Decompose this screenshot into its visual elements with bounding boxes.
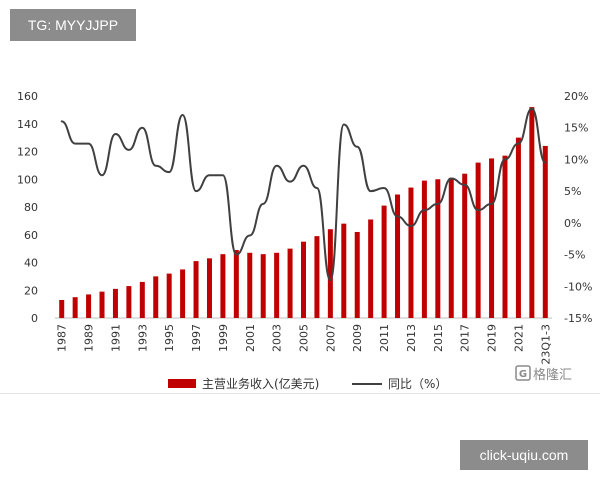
bar	[86, 294, 92, 318]
legend-swatch-bar	[168, 379, 196, 388]
y-right-tick-label: -15%	[564, 312, 592, 325]
bar	[233, 250, 239, 318]
x-tick-label: 2021	[512, 324, 525, 352]
x-tick-label: 2011	[378, 324, 391, 352]
bar	[180, 269, 186, 318]
y-left-tick-label: 0	[31, 312, 38, 325]
y-left-tick-label: 140	[17, 118, 38, 131]
series-line-yoy	[60, 107, 547, 281]
bar	[475, 162, 481, 318]
y-left-tick-label: 80	[24, 201, 38, 214]
bar	[448, 177, 454, 318]
bar	[72, 297, 78, 318]
bar	[542, 145, 548, 318]
x-tick-label: 1997	[190, 324, 203, 352]
x-tick-label: 1991	[109, 324, 122, 352]
bar	[274, 252, 280, 318]
y-left-tick-label: 100	[17, 173, 38, 186]
y-left-tick-label: 40	[24, 257, 38, 270]
bar	[206, 258, 212, 318]
bar	[193, 261, 199, 318]
y-right-tick-label: 10%	[564, 153, 588, 166]
bar	[435, 179, 441, 318]
bar	[314, 236, 320, 318]
watermark-badge-top: TG: MYYJJPP	[10, 9, 136, 41]
x-tick-label: 2009	[351, 324, 364, 352]
watermark-badge-bottom: click-uqiu.com	[460, 440, 588, 470]
x-tick-label: 1993	[136, 324, 149, 352]
svg-text:G: G	[519, 369, 527, 380]
x-tick-label: 2017	[459, 324, 472, 352]
x-tick-label: 2005	[298, 324, 311, 352]
bar	[166, 273, 172, 318]
y-left-tick-label: 120	[17, 146, 38, 159]
x-tick-label: 1999	[217, 324, 230, 352]
x-tick-label: 2015	[432, 324, 445, 352]
x-tick-label: 1989	[83, 324, 96, 352]
bar	[462, 173, 468, 318]
y-right-tick-label: 20%	[564, 90, 588, 103]
divider	[0, 393, 600, 394]
bar	[247, 252, 253, 318]
x-tick-label: 2007	[324, 324, 337, 352]
bar	[59, 299, 65, 318]
y-left-tick-label: 20	[24, 284, 38, 297]
bar	[502, 155, 508, 318]
y-right-tick-label: 15%	[564, 122, 588, 135]
x-tick-label: 1987	[56, 324, 69, 352]
bar	[341, 223, 347, 318]
bar	[368, 219, 374, 318]
bar	[354, 231, 360, 318]
bar	[126, 286, 132, 318]
legend-label-bar: 主营业务收入(亿美元)	[202, 376, 319, 391]
x-tick-label: 2019	[486, 324, 499, 352]
y-right-tick-label: -10%	[564, 280, 592, 293]
y-right-tick-label: -5%	[564, 249, 585, 262]
bar	[139, 281, 145, 318]
bar	[515, 137, 521, 318]
y-right-tick-label: 0%	[564, 217, 581, 230]
bar	[112, 288, 118, 318]
logo-text: 格隆汇	[533, 367, 572, 383]
bar	[301, 241, 306, 318]
bar	[99, 291, 105, 318]
x-tick-label: 1995	[163, 324, 176, 352]
bar	[395, 194, 401, 318]
bar	[327, 229, 333, 318]
bar	[408, 187, 414, 318]
bar	[220, 254, 226, 318]
logo: G 格隆汇	[515, 365, 572, 383]
bar	[153, 276, 159, 318]
bar	[529, 107, 535, 318]
y-right-tick-label: 5%	[564, 185, 581, 198]
y-left-tick-label: 60	[24, 229, 38, 242]
x-tick-label: 2001	[244, 324, 257, 352]
legend-label-line: 同比（%）	[388, 377, 447, 391]
bar	[287, 248, 293, 318]
legend: 主营业务收入(亿美元) 同比（%）	[168, 376, 447, 391]
bar	[260, 254, 266, 318]
x-tick-label: 2013	[405, 324, 418, 352]
bar	[421, 180, 427, 318]
x-tick-label: 2003	[271, 324, 284, 352]
x-tick-label: 23Q1-3	[539, 324, 552, 365]
y-left-tick-label: 160	[17, 90, 38, 103]
bar	[489, 158, 495, 318]
bar	[381, 205, 387, 318]
